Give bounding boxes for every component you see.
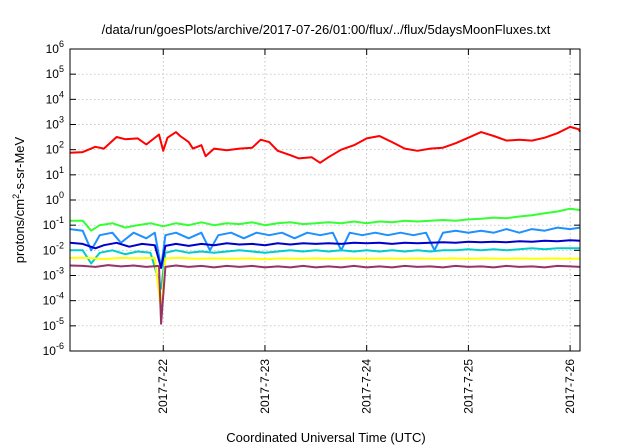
x-tick-label: 2017-7-26 [563, 359, 577, 414]
y-tick-label: 10-3 [43, 266, 64, 283]
y-tick-label: 10-2 [43, 240, 64, 257]
x-tick-label: 2017-7-22 [156, 359, 170, 414]
x-tick-label: 2017-7-24 [360, 359, 374, 414]
x-axis-title: Coordinated Universal Time (UTC) [226, 430, 425, 445]
x-tick-label: 2017-7-23 [258, 359, 272, 414]
y-tick-label: 103 [46, 115, 64, 132]
series-line-6 [70, 256, 581, 312]
y-tick-label: 10-4 [43, 291, 64, 308]
series-line-5 [69, 239, 581, 269]
y-tick-label: 101 [46, 165, 64, 182]
y-tick-label: 105 [46, 64, 64, 81]
y-tick-label: 100 [46, 190, 64, 207]
series-line-4 [70, 247, 580, 290]
y-tick-label: 10-1 [43, 215, 64, 232]
y-tick-label: 10-6 [43, 341, 64, 358]
y-axis-ticks: 10-6 10-5 10-4 10-3 10-2 10-1 100 101 102 103 104 1… [43, 39, 580, 358]
series-line-7 [69, 264, 581, 325]
plot-frame [69, 48, 581, 352]
x-tick-label: 2017-7-25 [461, 359, 475, 414]
x-axis-ticks: 2017-7-22 2017-7-23 2017-7-24 2017-7-25 2017… [156, 49, 577, 414]
chart-title: /data/run/goesPlots/archive/2017-07-26/0… [102, 22, 551, 37]
grid [70, 49, 580, 351]
series-line-1 [69, 125, 581, 164]
y-tick-label: 102 [46, 140, 64, 157]
series-group [69, 125, 581, 325]
y-tick-label: 10-5 [43, 316, 64, 333]
series-line-2 [70, 207, 581, 232]
series-line-3 [69, 226, 581, 269]
y-tick-label: 104 [46, 89, 64, 106]
y-axis-title: protons/cm2-s-sr-MeV [11, 136, 27, 263]
y-tick-label: 106 [46, 39, 64, 56]
